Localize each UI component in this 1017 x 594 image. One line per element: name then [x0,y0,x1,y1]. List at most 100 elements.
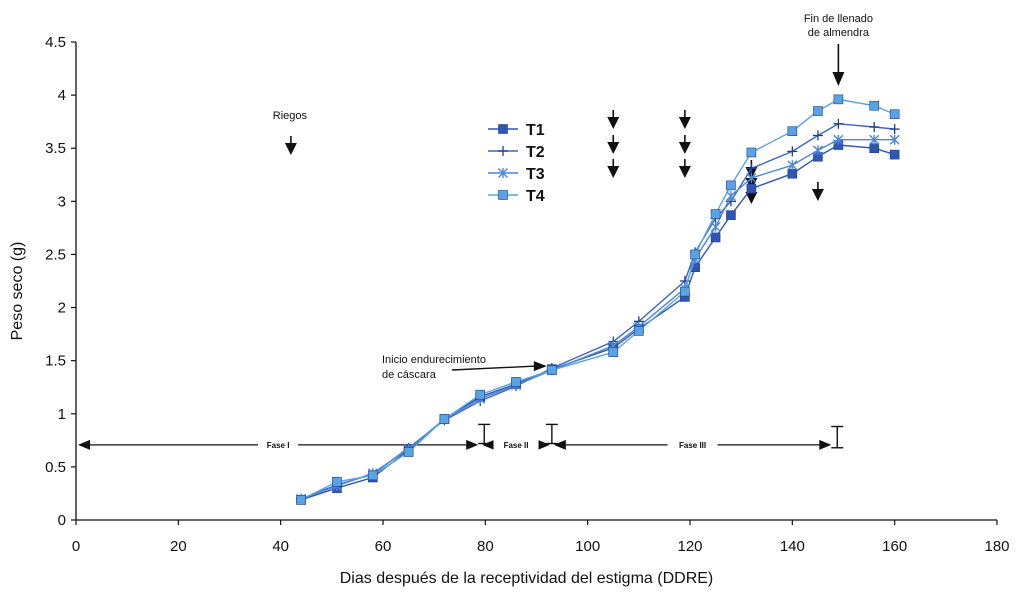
series-line [300,98,895,501]
down-arrow-icon [678,159,691,178]
x-tick-label: 160 [882,538,907,555]
data-point [403,447,414,457]
data-point [710,221,721,232]
data-point [332,476,342,487]
x-tick-label: 140 [780,538,805,555]
annotation-layer: Riegos Fin de llenado de almendra Inicio en… [78,13,873,451]
fin-llenado-label-line2: de almendra [808,27,870,39]
series-line [300,138,895,500]
y-tick-label: 3 [58,193,66,210]
y-tick-label: 0.5 [45,459,66,476]
series-layer [296,94,900,505]
x-tick-label: 20 [170,538,187,555]
data-point [608,347,619,357]
x-tick-label: 180 [984,538,1009,555]
data-point [833,118,844,129]
legend: T1 T2 T3 T4 [488,122,545,205]
series-t2 [296,118,900,504]
fin-llenado-label-line1: Fin de llenado [804,13,873,25]
legend-label: T4 [526,188,545,205]
legend-label: T3 [526,166,545,183]
data-point [833,94,844,105]
data-point [889,134,900,145]
data-point [726,180,736,191]
x-tick-label: 60 [375,538,392,555]
data-point [869,121,880,132]
data-point [787,168,798,179]
data-point [498,168,508,178]
data-point [746,172,757,183]
error-bar [545,423,558,445]
inicio-endurecimiento-label-line2: de cáscara [382,369,437,381]
down-arrow-icon [678,110,691,129]
inicio-endurecimiento-label-line1: Inicio endurecimiento [382,354,486,366]
series-line [300,144,895,501]
data-point [869,100,880,111]
data-point [547,365,557,376]
down-arrow-icon [607,110,620,129]
data-point [690,249,700,260]
data-point [787,160,798,171]
legend-item-t2: T2 [488,144,545,161]
series-t3 [296,134,900,504]
data-point [787,146,798,157]
data-point [710,232,721,243]
x-tick-label: 0 [72,538,80,555]
down-arrow-icon [607,135,620,154]
data-point [833,134,844,145]
phase-label: Fase II [504,441,529,450]
data-point [498,124,508,134]
data-point [813,106,823,116]
y-tick-label: 1 [58,406,66,423]
data-point [511,377,521,387]
data-point [498,190,508,200]
data-point [812,145,823,156]
data-point [710,209,721,219]
down-arrow-icon [811,182,824,201]
data-point [746,183,757,194]
data-point [889,124,900,135]
series-t1 [296,140,900,505]
data-point [787,126,798,137]
down-arrow-icon [607,159,620,178]
fin-llenado-arrow-icon [832,44,845,86]
data-point [889,109,900,120]
down-arrow-icon [678,135,691,154]
data-point [367,470,378,481]
legend-label: T1 [526,122,545,139]
data-point [726,210,736,220]
data-point [680,286,690,297]
riegos-label: Riegos [273,110,308,122]
phase-label: Fase III [679,441,706,450]
legend-item-t1: T1 [488,122,545,139]
data-point [812,130,823,141]
legend-item-t3: T3 [488,166,545,183]
x-tick-label: 40 [272,538,289,555]
y-tick-label: 3.5 [45,140,66,157]
y-tick-label: 1.5 [45,353,66,370]
y-tick-label: 2 [58,300,66,317]
phase-arrow-2: Fase II [482,438,550,451]
error-bar [478,423,491,445]
data-point [725,191,736,202]
data-point [634,326,644,336]
data-point [746,163,757,174]
phase-label: Fase I [267,441,290,450]
y-tick-label: 2.5 [45,246,66,263]
y-tick-label: 0 [58,512,66,529]
data-point [498,146,508,156]
series-t4 [296,94,900,505]
inicio-endurecimiento-arrow-icon [451,361,547,372]
y-axis-title: Peso seco (g) [9,242,26,341]
series-line [300,123,895,500]
phase-arrow-3: Fase III [553,438,832,451]
x-axis-title: Dias después de la receptividad del esti… [340,570,714,587]
error-bar [831,425,844,449]
y-tick-label: 4.5 [45,34,66,51]
down-arrow-icon [284,136,297,155]
y-tick-label: 4 [58,87,66,104]
data-point [869,134,880,145]
legend-item-t4: T4 [488,188,545,205]
data-point [869,143,880,154]
